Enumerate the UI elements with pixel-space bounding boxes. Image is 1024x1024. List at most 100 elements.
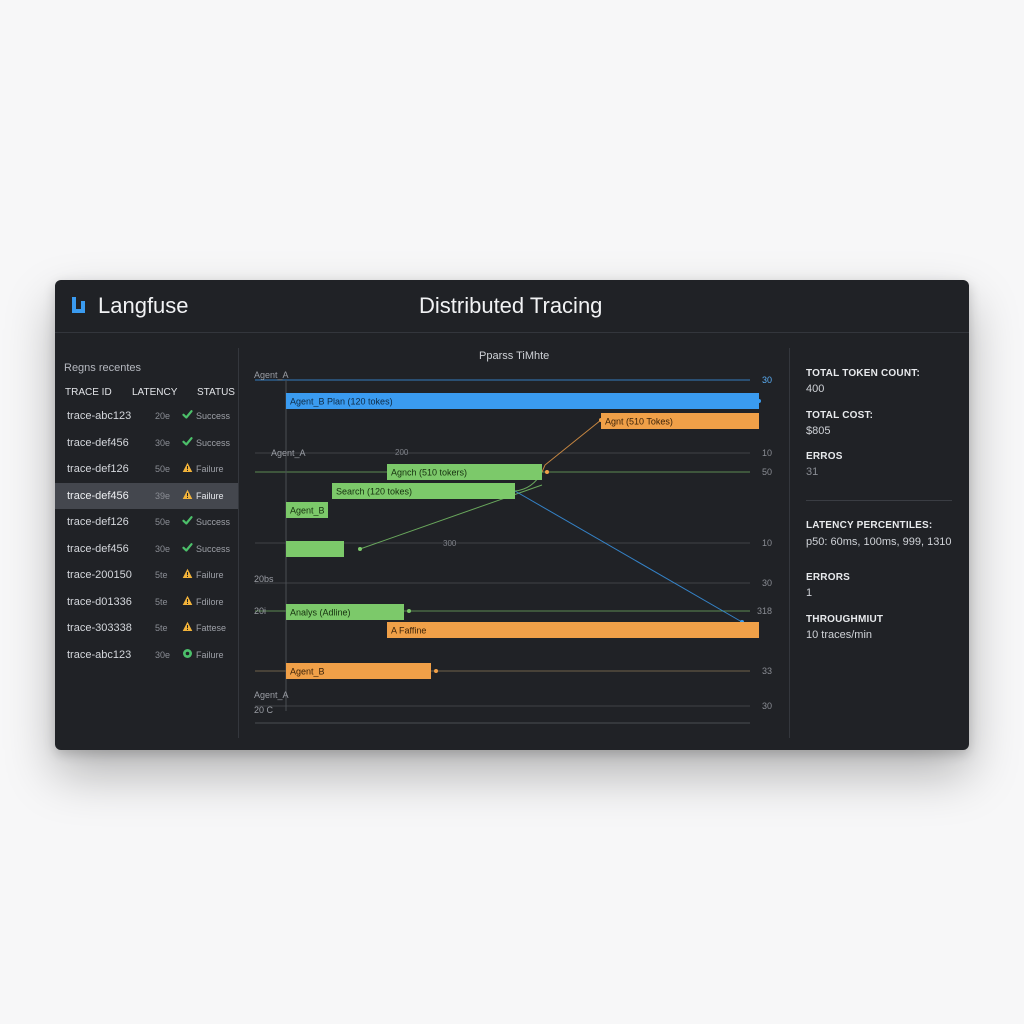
span-bar[interactable] xyxy=(286,502,328,518)
span-label: Agnch (510 tokers) xyxy=(391,468,467,478)
trace-latency: 50e xyxy=(155,517,171,527)
timeline-row-value: 10 xyxy=(762,538,772,548)
trace-row[interactable]: trace-def456 30e Success xyxy=(55,430,238,456)
span-label: Agent_B xyxy=(290,506,325,516)
span-bar[interactable] xyxy=(387,464,542,480)
span-connector-dot xyxy=(358,547,362,551)
recent-traces-title: Regns recentes xyxy=(64,362,142,374)
success-check-icon xyxy=(182,542,193,552)
trace-id: trace-abc123 xyxy=(67,410,132,422)
timeline-row-value: 30 xyxy=(762,375,772,385)
trace-id: trace-def126 xyxy=(67,516,129,528)
trace-row[interactable]: trace-def126 50e Success xyxy=(55,509,238,535)
span-bar[interactable] xyxy=(332,483,515,499)
erros-label: ERROS xyxy=(806,451,843,462)
column-header-trace-id[interactable]: TRACE ID xyxy=(65,387,112,398)
trace-status: Success xyxy=(196,411,231,421)
span-label: A Faffine xyxy=(391,626,426,636)
trace-latency: 30e xyxy=(155,649,171,660)
trace-id: trace-def456 xyxy=(67,436,129,449)
timeline-tick-label: 20i xyxy=(254,606,266,616)
trace-row[interactable]: trace-d01336 5te Fdilore xyxy=(55,589,238,615)
span-connector-dot xyxy=(434,669,438,673)
timeline-row-value: 30 xyxy=(762,701,772,711)
trace-timeline: Agent_B Plan (120 tokes) Agnt (510 Tokes)… xyxy=(254,370,772,724)
trace-row[interactable]: trace-def126 50e Failure xyxy=(55,456,238,482)
trace-id: trace-d01336 xyxy=(67,595,132,608)
trace-status: Fattese xyxy=(196,623,227,633)
span-bar[interactable] xyxy=(286,663,431,679)
timeline-tick-label: 300 xyxy=(443,539,457,548)
timeline-labels: 30 10 50 10 30 318 33 30 Agent_A Agent_A 200 300 20b… xyxy=(254,370,772,715)
trace-latency: 20e xyxy=(155,411,171,421)
trace-row[interactable]: trace-def456 30e Success xyxy=(55,536,238,562)
warning-triangle-icon xyxy=(182,621,193,631)
trace-row[interactable]: trace-200150 5te Failure xyxy=(55,562,238,588)
span-bar[interactable] xyxy=(601,413,759,429)
trace-latency: 50e xyxy=(155,464,171,474)
column-header-latency[interactable]: LATENCY xyxy=(132,387,178,398)
timeline-row-value: 50 xyxy=(762,467,772,477)
trace-status: Failure xyxy=(196,570,224,580)
trace-row[interactable]: trace-abc123 20e Success xyxy=(55,403,238,429)
total-cost-value: $805 xyxy=(806,425,831,437)
span-connector-line xyxy=(514,490,743,623)
errors-label: ERRORS xyxy=(806,572,850,583)
total-cost-label: TOTAL COST: xyxy=(806,410,874,421)
span-connector-dot xyxy=(545,470,549,474)
trace-row[interactable]: trace-abc123 30e Failure xyxy=(55,642,238,668)
warning-triangle-icon xyxy=(182,462,193,472)
status-circle-icon xyxy=(183,648,192,658)
warning-triangle-icon xyxy=(182,489,193,499)
trace-status: Failure xyxy=(196,490,224,501)
metrics-separator xyxy=(806,500,952,501)
timeline-row-value: 33 xyxy=(762,666,772,676)
column-header-status[interactable]: STATUS xyxy=(197,387,235,398)
erros-value: 31 xyxy=(806,466,819,478)
span-label: Agent_B xyxy=(290,667,325,677)
langfuse-logo-icon xyxy=(72,297,85,313)
timeline-row-value: 30 xyxy=(762,578,772,588)
trace-id: trace-def456 xyxy=(67,489,129,502)
span-connector-line xyxy=(541,419,602,473)
success-check-icon xyxy=(182,516,193,525)
trace-status: Failure xyxy=(196,649,224,660)
warning-triangle-icon xyxy=(182,568,193,578)
trace-latency: 39e xyxy=(155,490,171,501)
span-bar[interactable] xyxy=(286,604,404,620)
latency-percentiles-label: LATENCY PERCENTILES: xyxy=(806,520,933,531)
right-divider xyxy=(789,348,790,738)
success-check-icon xyxy=(182,410,193,419)
trace-latency: 5te xyxy=(155,623,168,633)
throughput-value: 10 traces/min xyxy=(806,629,873,641)
trace-row[interactable]: trace-303338 5te Fattese xyxy=(55,615,238,641)
trace-latency: 30e xyxy=(155,437,171,448)
trace-latency: 5te xyxy=(155,596,168,607)
warning-triangle-icon xyxy=(182,595,193,605)
success-check-icon xyxy=(182,436,193,446)
trace-latency: 5te xyxy=(155,570,168,580)
trace-status: Fdilore xyxy=(196,596,224,607)
span-bar[interactable] xyxy=(387,622,759,638)
tracing-window: Langfuse Distributed Tracing Regns recen… xyxy=(55,280,969,750)
span-bar[interactable] xyxy=(286,541,344,557)
trace-status: Failure xyxy=(196,464,224,474)
trace-status: Success xyxy=(196,437,231,448)
trace-row[interactable]: trace-def456 39e Failure xyxy=(55,482,238,509)
timeline-tick-label: 20bs xyxy=(254,574,274,584)
trace-id: trace-def456 xyxy=(67,542,129,555)
span-connector-dot xyxy=(407,609,411,613)
trace-id: trace-200150 xyxy=(67,569,132,581)
brand-name: Langfuse xyxy=(98,293,189,318)
latency-percentiles-value: p50: 60ms, 100ms, 999, 1310 xyxy=(806,536,952,548)
trace-id: trace-def126 xyxy=(67,463,129,475)
agent-label: Agent_A xyxy=(271,448,306,458)
total-token-count-label: TOTAL TOKEN COUNT: xyxy=(806,368,920,379)
agent-label: Agent_A xyxy=(254,370,289,380)
trace-id: trace-abc123 xyxy=(67,648,132,661)
left-divider xyxy=(238,348,239,738)
trace-id: trace-303338 xyxy=(67,622,132,634)
span-bar[interactable] xyxy=(286,393,759,409)
timeline-title: Pparss TiMhte xyxy=(479,350,550,362)
span-label: Search (120 tokes) xyxy=(336,487,412,497)
